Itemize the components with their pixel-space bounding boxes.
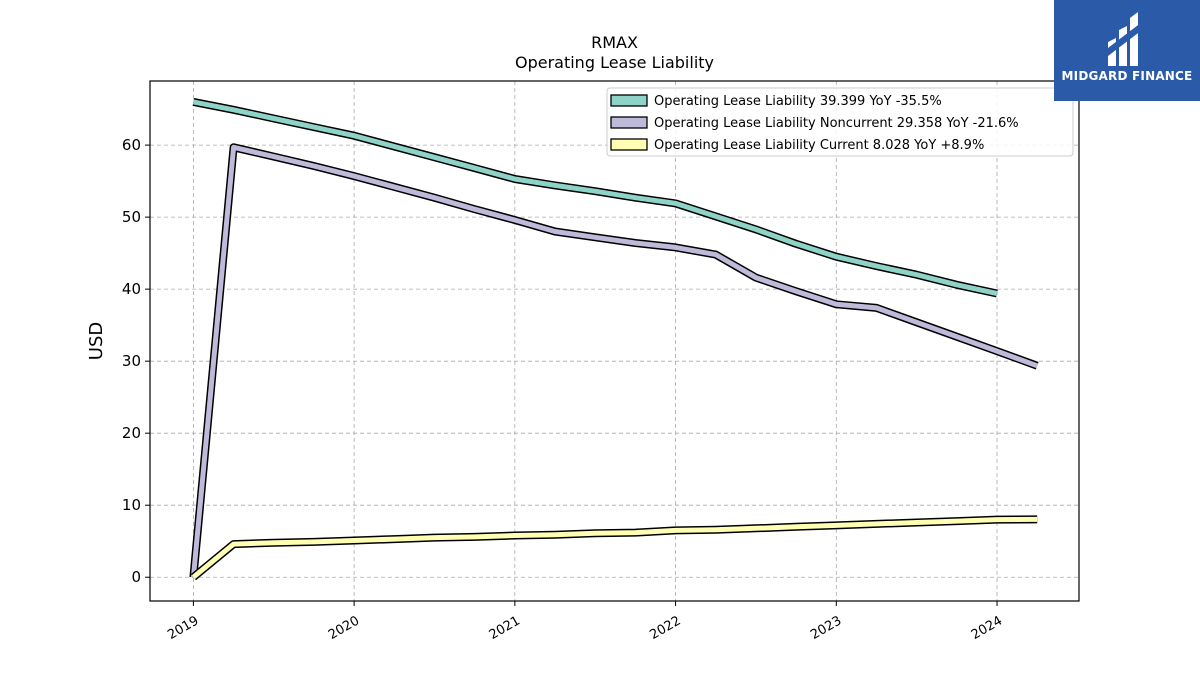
- y-tick-label: 50: [122, 208, 141, 226]
- legend-swatch-1: [610, 116, 648, 129]
- legend-box: [606, 87, 1074, 157]
- y-tick-label: 30: [122, 352, 141, 370]
- y-tick-label: 60: [122, 136, 141, 154]
- legend-swatch-0: [610, 94, 648, 107]
- series-1-line: [190, 144, 1039, 578]
- x-tick-label: 2024: [969, 613, 1005, 643]
- x-tick-label: 2023: [808, 613, 844, 643]
- series-2-line: [191, 516, 1038, 580]
- chart-title: RMAX: [591, 33, 638, 52]
- series-2-outline: [190, 515, 1038, 581]
- y-tick-label: 40: [122, 280, 141, 298]
- legend-label-1: Operating Lease Liability Noncurrent 29.…: [654, 116, 1019, 131]
- x-tick-label: 2020: [326, 613, 362, 643]
- logo-text: MIDGARD FINANCE: [1061, 69, 1193, 83]
- x-tick-label: 2022: [647, 613, 683, 643]
- legend-label-0: Operating Lease Liability 39.399 YoY -35…: [654, 94, 942, 109]
- series-lines: [189, 97, 1039, 581]
- y-axis-label: USD: [86, 322, 107, 360]
- x-tick-label: 2019: [165, 613, 201, 643]
- y-tick-label: 20: [122, 424, 141, 442]
- legend: Operating Lease Liability 39.399 YoY -35…: [606, 87, 1074, 157]
- legend-swatch-2: [610, 138, 648, 151]
- y-axis-ticks: 0 10 20 30 40 50 60: [122, 136, 150, 586]
- x-tick-label: 2021: [487, 613, 523, 643]
- plot-frame: [149, 80, 1080, 602]
- series-1-outline: [189, 143, 1039, 578]
- brand-logo: MIDGARD FINANCE: [1054, 0, 1200, 101]
- x-axis-ticks: 2019 2020 2021 2022 2023 2024: [165, 601, 1005, 643]
- legend-label-2: Operating Lease Liability Current 8.028 …: [654, 138, 984, 153]
- logo-mark-icon: [1108, 12, 1142, 66]
- chart-subtitle: Operating Lease Liability: [515, 53, 714, 72]
- y-tick-label: 10: [122, 496, 141, 514]
- series-0-line: [192, 99, 998, 296]
- y-tick-label: 0: [131, 568, 141, 586]
